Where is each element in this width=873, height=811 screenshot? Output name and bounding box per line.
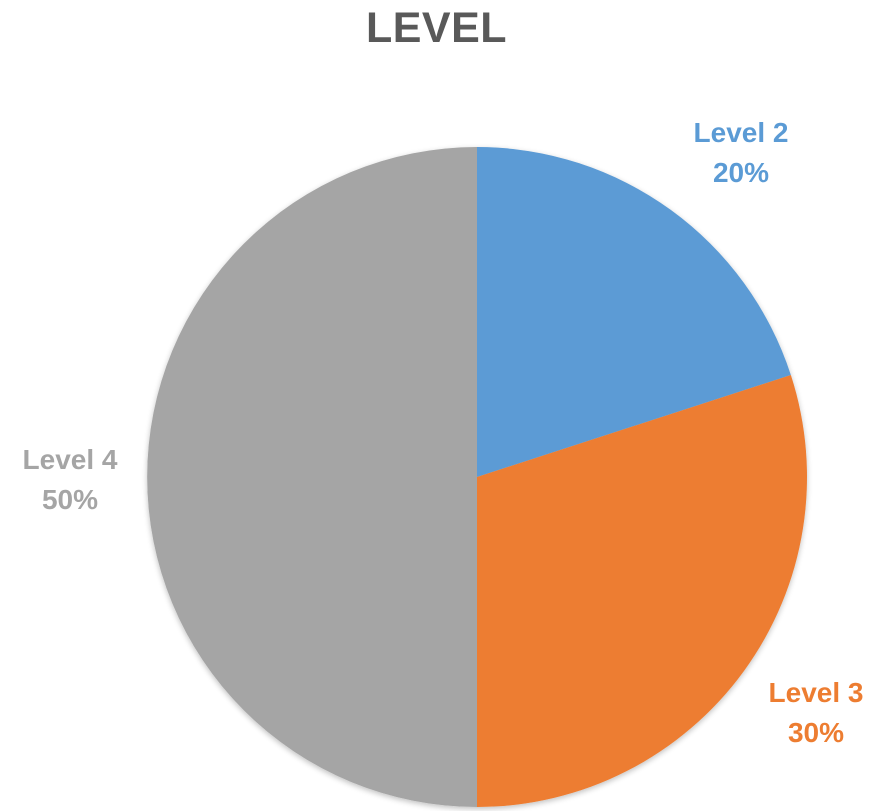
data-label-percent: 20% (713, 157, 769, 188)
chart-title: LEVEL (365, 4, 508, 52)
data-label-category: Level 2 (694, 117, 789, 148)
pie-data-labels: Level 2 20% Level 3 30% Level 4 50% (23, 117, 864, 748)
data-label-level-3: Level 3 30% (769, 677, 864, 748)
data-label-percent: 30% (788, 717, 844, 748)
data-label-level-4: Level 4 50% (23, 444, 118, 515)
pie-slice-level-2 (477, 147, 791, 477)
pie-slice-level-3 (477, 375, 807, 807)
data-label-category: Level 3 (769, 677, 864, 708)
data-label-percent: 50% (42, 484, 98, 515)
pie-slices (147, 147, 807, 807)
data-label-category: Level 4 (23, 444, 118, 475)
data-label-level-2: Level 2 20% (694, 117, 789, 188)
pie-slice-level-4 (147, 147, 477, 807)
